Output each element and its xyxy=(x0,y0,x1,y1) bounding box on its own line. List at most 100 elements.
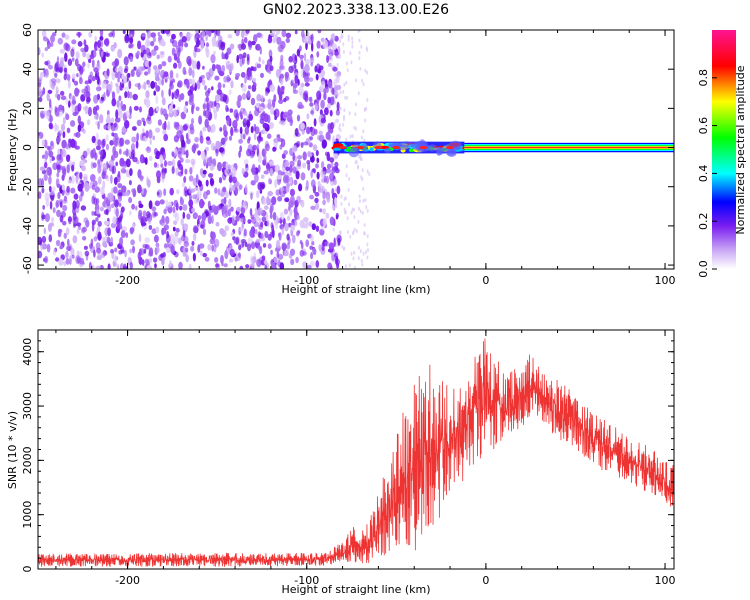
y-tick-label: 20 xyxy=(21,101,34,115)
spectrogram-noise-cell xyxy=(247,237,253,245)
spectrogram-noise-cell xyxy=(84,105,89,115)
spectrogram-noise-cell xyxy=(315,225,320,232)
spectrogram-noise-cell xyxy=(157,119,162,126)
spectrogram-noise-cell xyxy=(185,101,189,106)
spectrogram-noise-cell xyxy=(81,226,87,233)
spectrogram-noise-cell xyxy=(362,82,365,87)
spectrogram-noise-cell xyxy=(240,239,247,244)
spectrogram-noise-cell xyxy=(240,207,246,215)
spectrogram-noise-cell xyxy=(190,158,196,166)
spectrogram-noise-cell xyxy=(146,264,153,269)
spectrogram-noise-cell xyxy=(169,82,173,88)
spectrogram-noise-cell xyxy=(159,218,165,226)
spectrogram-noise-cell xyxy=(96,247,102,254)
spectrogram-noise-cell xyxy=(144,71,149,76)
spectrogram-noise-cell xyxy=(263,154,267,162)
spectrogram-noise-cell xyxy=(224,52,229,60)
spectrogram-noise-cell xyxy=(299,90,303,98)
spectrogram-noise-cell xyxy=(298,45,302,52)
spectrogram-noise-cell xyxy=(332,227,335,232)
spectrogram-noise-cell xyxy=(313,169,316,174)
spectrogram-noise-cell xyxy=(177,47,182,54)
x-tick-label: 100 xyxy=(655,274,676,287)
spectrogram-noise-cell xyxy=(168,88,171,97)
spectrogram-noise-cell xyxy=(192,194,198,200)
spectrogram-noise-cell xyxy=(151,49,157,56)
spectrogram-noise-cell xyxy=(130,69,135,77)
spectrogram-noise-cell xyxy=(309,194,315,200)
spectrogram-noise-cell xyxy=(140,133,144,142)
spectrogram-noise-cell xyxy=(179,157,184,163)
spectrogram-noise-cell xyxy=(202,169,207,175)
spectrogram-noise-cell xyxy=(358,194,361,199)
spectrogram-noise-cell xyxy=(300,82,305,88)
spectrogram-noise-cell xyxy=(118,192,123,197)
snr-y-axis-label: SNR (10 * v/v) xyxy=(6,411,19,489)
spectrogram-noise-cell xyxy=(50,140,54,147)
spectrogram-noise-cell xyxy=(218,177,223,184)
spectrogram-noise-cell xyxy=(188,199,194,208)
spectrogram-noise-cell xyxy=(159,154,164,164)
spectrogram-noise-cell xyxy=(339,230,342,235)
spectrogram-noise-cell xyxy=(355,229,358,234)
spectrogram-noise-cell xyxy=(328,49,334,56)
spectrogram-noise-cell xyxy=(348,263,351,268)
spectrogram-noise-cell xyxy=(316,171,320,180)
spectrogram-noise-cell xyxy=(357,30,360,33)
spectrogram-noise-cell xyxy=(357,256,360,261)
spectrogram-noise-cell xyxy=(110,236,114,246)
spectrogram-noise-cell xyxy=(62,204,68,212)
spectrogram-noise-cell xyxy=(129,261,133,269)
spectrogram-noise-cell xyxy=(111,91,115,98)
spectrogram-noise-cell xyxy=(106,143,109,151)
spectrogram-frame xyxy=(37,29,675,270)
spectrogram-noise-cell xyxy=(362,129,365,134)
spectrogram-noise-cell xyxy=(61,149,67,158)
spectrogram-noise-cell xyxy=(310,33,314,44)
spectrogram-noise-cell xyxy=(65,227,70,236)
spectrogram-noise-cell xyxy=(187,33,193,38)
spectrogram-noise-cell xyxy=(223,263,228,268)
spectrogram-noise-cell xyxy=(310,179,316,188)
spectrogram-noise-cell xyxy=(72,212,77,221)
spectrogram-noise-cell xyxy=(66,127,71,134)
spectrogram-noise-cell xyxy=(290,79,295,85)
spectrogram-noise-cell xyxy=(50,78,57,84)
spectrogram-noise-cell xyxy=(288,200,294,208)
spectrogram-noise-cell xyxy=(336,154,339,159)
spectrogram-noise-cell xyxy=(320,161,325,169)
spectrogram-noise-cell xyxy=(339,128,342,133)
spectrogram-noise-cell xyxy=(317,68,322,74)
spectrogram-noise-cell xyxy=(108,159,115,167)
spectrogram-noise-cell xyxy=(148,225,153,230)
spectrogram-noise-cell xyxy=(254,228,258,235)
spectrogram-noise-cell xyxy=(43,36,48,42)
spectrogram-noise-cell xyxy=(193,226,199,234)
spectrogram-noise-cell xyxy=(286,242,291,250)
spectrogram-noise-cell xyxy=(276,134,281,139)
spectrogram-noise-cell xyxy=(62,168,67,178)
y-tick-label: -60 xyxy=(21,256,34,274)
spectrogram-noise-cell xyxy=(312,248,317,256)
spectrogram-noise-cell xyxy=(196,143,199,149)
colorbar-label: Normalized spectral amplitude xyxy=(734,65,747,234)
spectrogram-noise-cell xyxy=(113,254,118,264)
spectrogram-noise-cell xyxy=(250,192,253,200)
spectrogram-noise-cell xyxy=(324,241,330,247)
spectrogram-noise-cell xyxy=(191,240,195,246)
spectrogram-noise-cell xyxy=(310,205,316,210)
spectrogram-noise-cell xyxy=(285,37,290,44)
spectrogram-noise-cell xyxy=(272,146,277,152)
spectrogram-noise-cell xyxy=(38,191,42,200)
spectrogram-noise-cell xyxy=(55,239,61,247)
spectrogram-noise-cell xyxy=(156,170,161,179)
spectrogram-noise-cell xyxy=(344,264,347,268)
spectrogram-noise-cell xyxy=(178,261,183,269)
spectrogram-noise-cell xyxy=(72,235,78,244)
spectrogram-noise-cell xyxy=(328,242,334,251)
spectrogram-noise-cell xyxy=(193,199,200,204)
spectrogram-noise-cell xyxy=(300,142,304,148)
spectrogram-noise-cell xyxy=(110,248,114,254)
x-tick-label: -100 xyxy=(294,274,319,287)
spectrogram-noise-cell xyxy=(171,166,175,175)
